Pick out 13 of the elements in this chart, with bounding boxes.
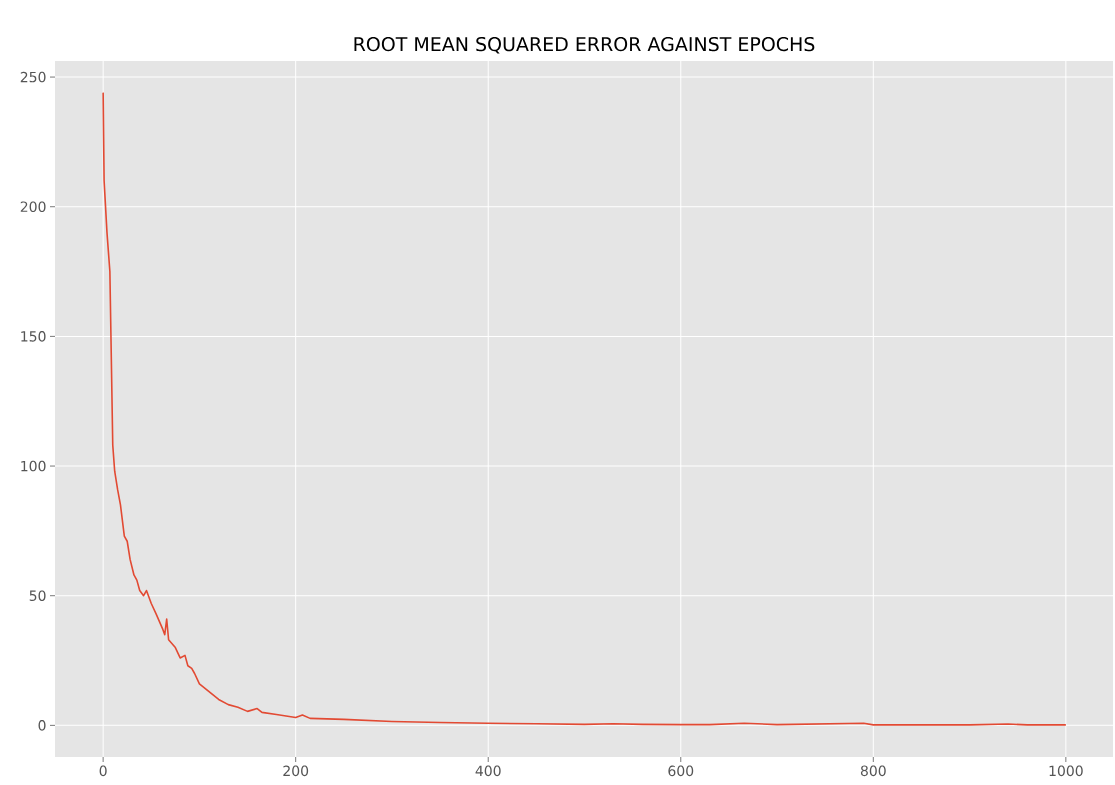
y-tick-label: 150: [21, 331, 46, 342]
y-tick-label: 200: [20, 201, 46, 213]
x-tick-label: 200: [283, 765, 309, 777]
x-tick-label: 0: [99, 765, 107, 777]
x-tick-label: 400: [475, 765, 501, 777]
y-tick-label: 100: [21, 460, 46, 472]
x-tick-label: 800: [860, 765, 886, 777]
y-tick-label: 250: [20, 71, 46, 83]
x-tick-label: 1000: [1049, 765, 1083, 777]
y-tick-label: 0: [38, 720, 46, 731]
y-tick-label: 50: [29, 590, 46, 602]
x-tick-label: 600: [668, 765, 694, 777]
chart-title: ROOT MEAN SQUARED ERROR AGAINST EPOCHS: [354, 36, 815, 54]
